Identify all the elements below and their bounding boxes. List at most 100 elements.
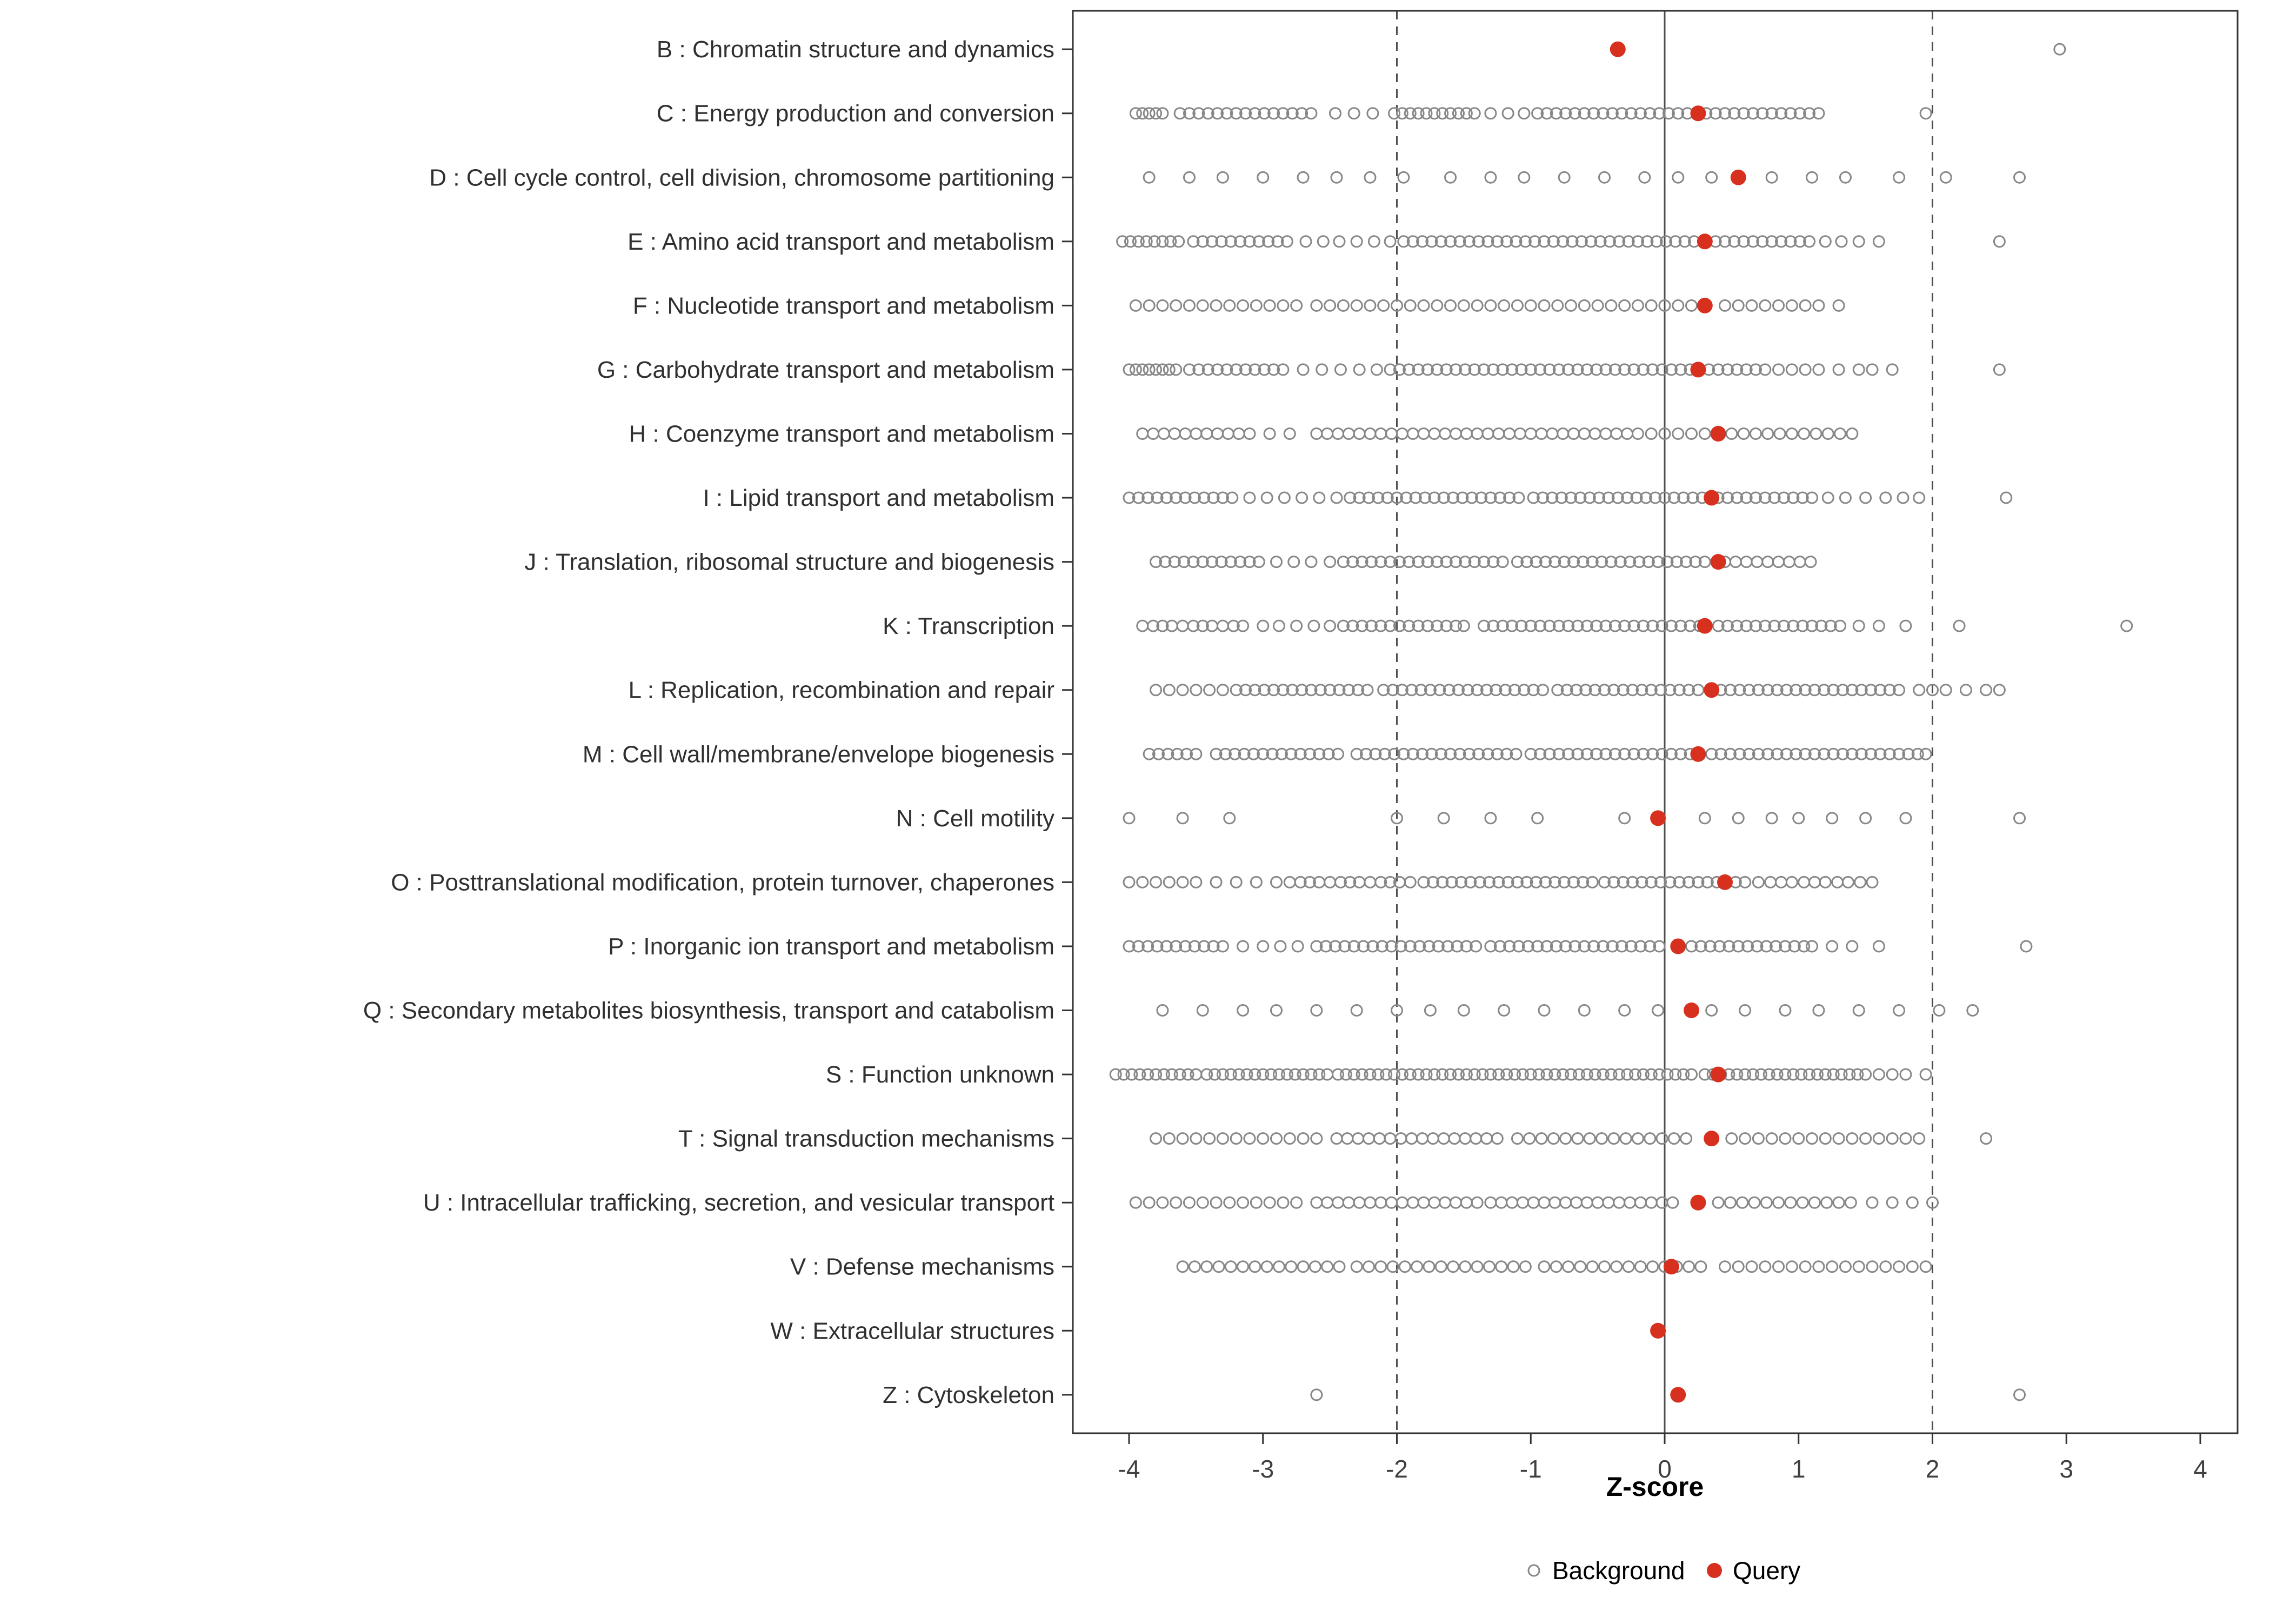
background-point bbox=[1297, 363, 1310, 376]
background-point bbox=[1147, 619, 1160, 632]
background-point bbox=[1598, 171, 1611, 184]
background-point bbox=[1637, 747, 1650, 760]
background-point bbox=[1116, 235, 1129, 248]
background-point bbox=[1374, 619, 1387, 632]
background-point bbox=[1546, 427, 1559, 440]
background-point bbox=[1237, 1260, 1250, 1273]
background-point bbox=[1337, 556, 1350, 569]
background-point bbox=[1518, 684, 1531, 697]
background-point bbox=[1586, 1260, 1599, 1273]
background-point bbox=[1694, 940, 1707, 953]
background-point bbox=[1452, 107, 1465, 120]
background-point bbox=[1775, 107, 1788, 120]
background-point bbox=[1577, 556, 1590, 569]
background-point bbox=[1745, 1260, 1758, 1273]
background-point bbox=[1362, 1132, 1375, 1145]
background-point bbox=[1621, 427, 1634, 440]
background-point bbox=[1737, 107, 1750, 120]
query-point bbox=[1650, 810, 1666, 826]
background-point bbox=[1296, 684, 1308, 697]
background-point bbox=[1865, 747, 1878, 760]
background-point bbox=[1859, 491, 1872, 504]
background-point bbox=[1527, 684, 1540, 697]
background-point bbox=[1627, 747, 1640, 760]
background-point bbox=[1527, 1196, 1540, 1209]
background-point bbox=[1151, 940, 1164, 953]
background-point bbox=[1483, 1260, 1495, 1273]
background-point bbox=[1518, 107, 1531, 120]
background-point bbox=[1234, 235, 1247, 248]
background-point bbox=[1645, 1196, 1658, 1209]
background-point bbox=[1460, 940, 1473, 953]
background-point bbox=[1396, 1196, 1408, 1209]
background-point bbox=[1669, 235, 1682, 248]
background-point bbox=[1216, 171, 1229, 184]
background-point bbox=[1562, 1260, 1575, 1273]
background-point bbox=[1659, 235, 1672, 248]
background-point bbox=[1196, 556, 1209, 569]
background-point bbox=[1832, 363, 1845, 376]
background-point bbox=[1751, 940, 1764, 953]
background-point bbox=[1397, 171, 1410, 184]
background-point bbox=[1364, 1196, 1377, 1209]
background-point bbox=[1329, 107, 1342, 120]
background-point bbox=[1173, 107, 1186, 120]
background-point bbox=[1216, 1068, 1229, 1081]
background-point bbox=[1530, 556, 1543, 569]
background-point bbox=[1806, 619, 1819, 632]
background-point bbox=[1839, 171, 1852, 184]
background-point bbox=[1804, 556, 1817, 569]
background-point bbox=[1484, 940, 1497, 953]
background-point bbox=[1258, 684, 1271, 697]
background-point bbox=[1645, 684, 1658, 697]
background-point bbox=[1394, 1132, 1407, 1145]
background-point bbox=[1539, 556, 1552, 569]
background-point bbox=[1793, 107, 1806, 120]
background-point bbox=[1605, 299, 1618, 312]
background-point bbox=[1559, 107, 1572, 120]
background-point bbox=[1559, 940, 1572, 953]
background-point bbox=[1752, 684, 1765, 697]
background-point bbox=[1653, 107, 1666, 120]
background-point bbox=[1798, 876, 1811, 888]
background-point bbox=[1578, 1004, 1591, 1017]
background-point bbox=[1765, 1132, 1778, 1145]
background-point bbox=[1570, 684, 1583, 697]
background-point bbox=[1674, 619, 1687, 632]
background-point bbox=[1899, 1068, 1912, 1081]
background-point bbox=[1661, 1068, 1674, 1081]
background-point bbox=[1173, 1068, 1186, 1081]
background-point bbox=[1665, 619, 1678, 632]
background-point bbox=[1271, 235, 1284, 248]
background-point bbox=[1491, 1132, 1504, 1145]
background-point bbox=[1662, 107, 1675, 120]
background-point bbox=[1538, 299, 1551, 312]
background-point bbox=[1150, 1132, 1163, 1145]
background-point bbox=[1562, 747, 1575, 760]
background-point bbox=[1305, 684, 1318, 697]
background-point bbox=[1855, 684, 1868, 697]
background-point bbox=[1230, 876, 1243, 888]
background-point bbox=[1280, 235, 1293, 248]
background-point bbox=[1642, 556, 1655, 569]
background-point bbox=[1906, 1196, 1919, 1209]
background-point bbox=[1712, 619, 1725, 632]
background-point bbox=[1685, 940, 1698, 953]
background-point bbox=[1796, 619, 1809, 632]
background-point bbox=[1610, 427, 1623, 440]
background-point bbox=[1347, 1068, 1360, 1081]
background-point bbox=[1718, 235, 1731, 248]
background-point bbox=[1578, 940, 1591, 953]
background-point bbox=[1527, 491, 1540, 504]
background-point bbox=[1133, 1068, 1146, 1081]
background-point bbox=[1380, 1068, 1393, 1081]
background-point bbox=[1243, 235, 1256, 248]
background-point bbox=[1565, 299, 1578, 312]
background-point bbox=[1759, 1260, 1772, 1273]
background-point bbox=[1598, 876, 1611, 888]
background-point bbox=[1305, 556, 1318, 569]
background-point bbox=[1635, 684, 1648, 697]
category-label: O : Posttranslational modification, prot… bbox=[391, 869, 1054, 895]
background-point bbox=[1224, 235, 1237, 248]
background-point bbox=[1709, 107, 1722, 120]
